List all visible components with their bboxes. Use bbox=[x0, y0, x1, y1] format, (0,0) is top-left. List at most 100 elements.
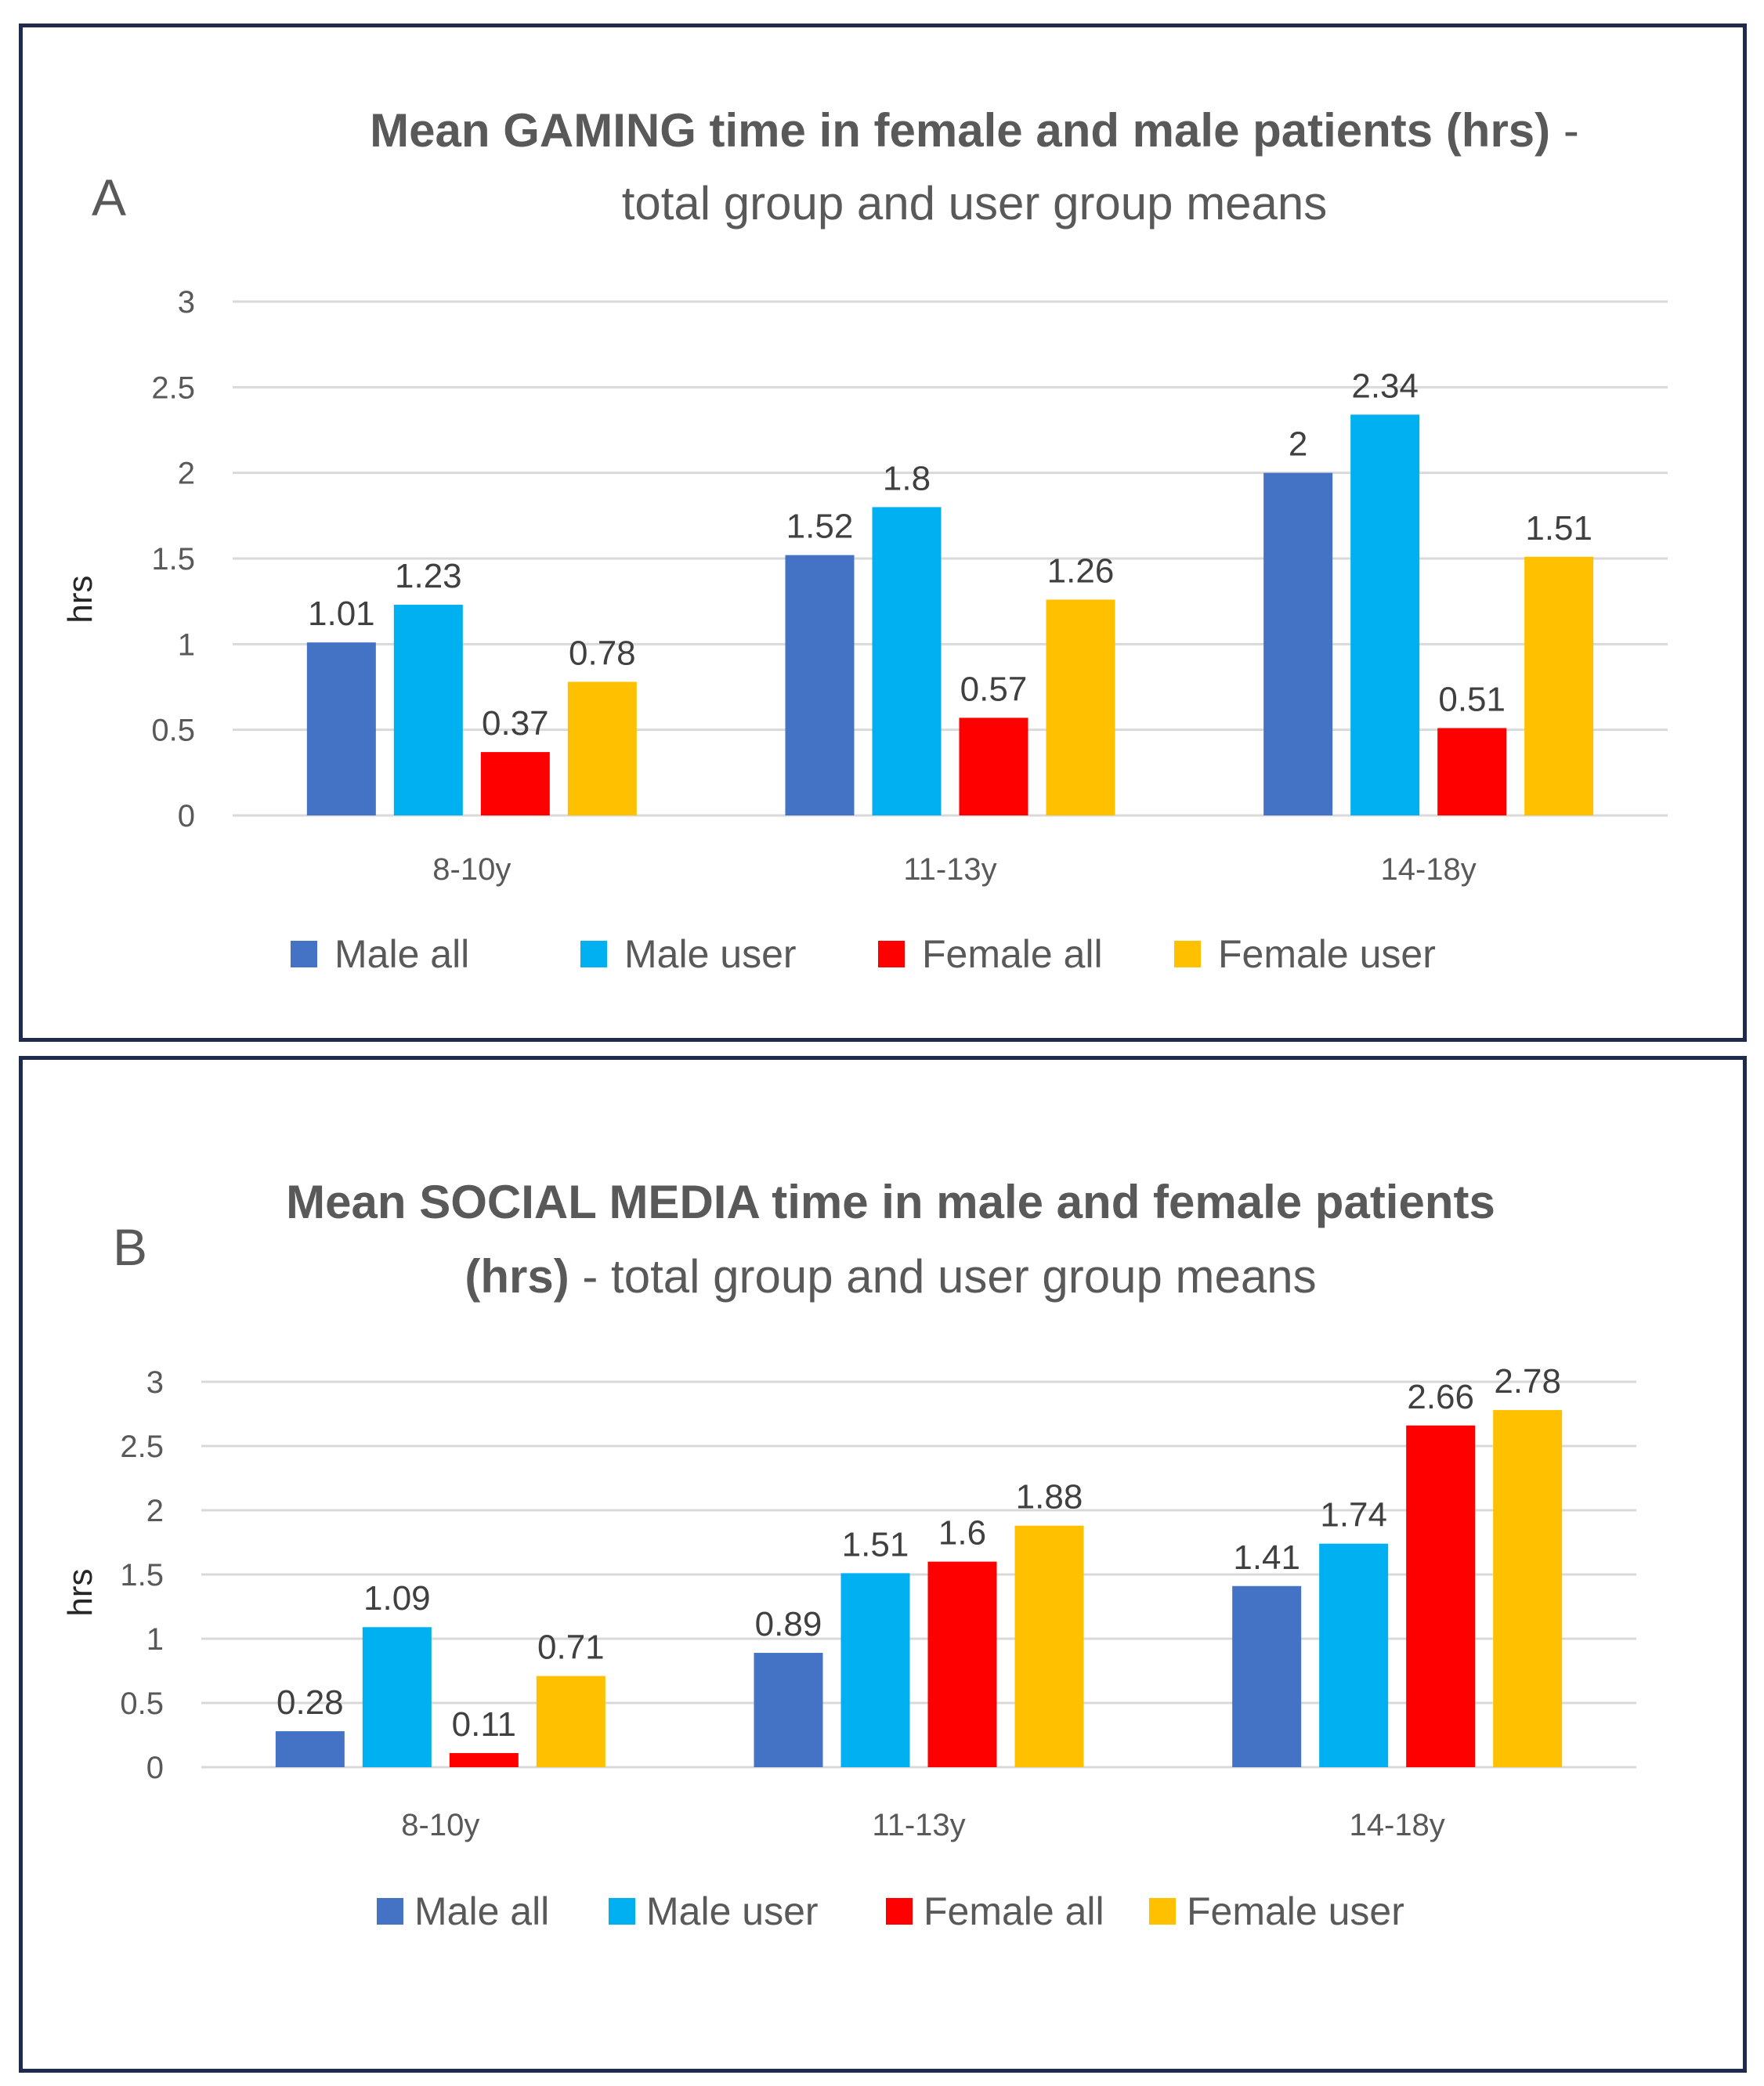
y-tick-label: 1 bbox=[178, 627, 195, 662]
y-tick-label: 3 bbox=[146, 1365, 164, 1400]
data-label: 2.66 bbox=[1407, 1378, 1474, 1416]
data-label: 0.51 bbox=[1438, 680, 1506, 718]
y-tick-label: 2 bbox=[146, 1494, 164, 1528]
y-axis-label: hrs bbox=[61, 1568, 99, 1616]
data-label: 1.8 bbox=[883, 459, 931, 497]
bar-male-user-8-10y bbox=[362, 1627, 432, 1767]
legend-swatch bbox=[1149, 1898, 1176, 1925]
bar-male-all-11-13y bbox=[754, 1653, 823, 1767]
chart-panel-a: A Mean GAMING time in female and male pa… bbox=[19, 23, 1747, 1042]
bar-male-all-14-18y bbox=[1232, 1585, 1302, 1767]
data-label: 0.28 bbox=[277, 1683, 344, 1722]
data-label: 1.51 bbox=[1525, 509, 1592, 548]
data-label: 2 bbox=[1289, 425, 1307, 464]
bar-male-all-14-18y bbox=[1263, 472, 1333, 815]
x-tick-label: 14-18y bbox=[1381, 852, 1477, 887]
chart-title-bold: (hrs) bbox=[464, 1250, 569, 1303]
legend-label: Female all bbox=[922, 932, 1103, 976]
bar-female-all-14-18y bbox=[1437, 728, 1507, 815]
data-label: 0.57 bbox=[960, 670, 1028, 708]
data-label: 1.01 bbox=[308, 595, 375, 633]
data-label: 0.71 bbox=[537, 1629, 605, 1667]
chart-title-line1: Mean GAMING time in female and male pati… bbox=[370, 104, 1579, 157]
legend-label: Male user bbox=[646, 1889, 819, 1933]
data-label: 1.41 bbox=[1233, 1538, 1300, 1577]
chart-a-svg: A Mean GAMING time in female and male pa… bbox=[61, 104, 1668, 976]
bar-male-user-14-18y bbox=[1319, 1543, 1389, 1767]
bar-female-user-14-18y bbox=[1493, 1410, 1563, 1767]
data-label: 2.34 bbox=[1351, 367, 1419, 405]
chart-title-line1: Mean SOCIAL MEDIA time in male and femal… bbox=[286, 1176, 1495, 1228]
data-label: 1.26 bbox=[1047, 551, 1115, 590]
chart-title-rest: - total group and user group means bbox=[569, 1250, 1317, 1303]
legend-swatch bbox=[609, 1898, 635, 1925]
y-tick-label: 1.5 bbox=[120, 1558, 164, 1593]
legend-label: Female user bbox=[1187, 1889, 1404, 1933]
y-tick-label: 0.5 bbox=[151, 714, 195, 748]
x-tick-label: 11-13y bbox=[903, 852, 996, 887]
x-tick-label: 8-10y bbox=[401, 1808, 479, 1842]
data-label: 0.37 bbox=[482, 704, 549, 743]
data-label: 1.74 bbox=[1320, 1496, 1387, 1535]
bar-female-user-11-13y bbox=[1046, 599, 1115, 815]
x-tick-label: 14-18y bbox=[1350, 1808, 1445, 1842]
bar-female-user-8-10y bbox=[536, 1676, 605, 1767]
data-label: 0.78 bbox=[569, 634, 636, 672]
legend-label: Female all bbox=[924, 1889, 1104, 1933]
data-label: 1.6 bbox=[938, 1514, 986, 1553]
data-label: 0.89 bbox=[755, 1605, 822, 1643]
bar-female-all-11-13y bbox=[927, 1561, 997, 1767]
legend-swatch bbox=[886, 1898, 913, 1925]
bar-male-user-8-10y bbox=[393, 605, 463, 815]
y-tick-label: 2 bbox=[178, 457, 195, 491]
legend-swatch bbox=[291, 941, 317, 967]
legend-swatch bbox=[377, 1898, 403, 1925]
data-label: 1.23 bbox=[395, 557, 462, 595]
legend-swatch bbox=[580, 941, 607, 967]
y-tick-label: 1 bbox=[146, 1622, 164, 1657]
chart-title-bold: Mean GAMING time in female and male pati… bbox=[370, 104, 1550, 157]
legend-swatch bbox=[1174, 941, 1201, 967]
bar-female-all-8-10y bbox=[449, 1752, 519, 1767]
panel-letter: A bbox=[92, 168, 126, 226]
bar-female-all-11-13y bbox=[959, 718, 1028, 815]
bar-female-user-8-10y bbox=[567, 681, 637, 815]
bar-female-all-14-18y bbox=[1406, 1425, 1476, 1767]
bar-male-user-11-13y bbox=[840, 1573, 910, 1767]
bar-male-user-14-18y bbox=[1350, 414, 1420, 815]
data-label: 1.09 bbox=[363, 1579, 431, 1618]
chart-title-tail: - bbox=[1550, 104, 1579, 157]
y-tick-label: 2.5 bbox=[120, 1430, 164, 1464]
data-label: 0.11 bbox=[452, 1705, 516, 1744]
y-tick-label: 3 bbox=[178, 285, 195, 320]
bar-female-user-11-13y bbox=[1014, 1525, 1084, 1767]
bar-female-all-8-10y bbox=[480, 752, 550, 815]
legend-label: Male user bbox=[624, 932, 797, 976]
legend-label: Female user bbox=[1218, 932, 1436, 976]
y-tick-label: 1.5 bbox=[151, 542, 195, 577]
legend-label: Male all bbox=[414, 1889, 549, 1933]
y-tick-label: 2.5 bbox=[151, 371, 195, 405]
data-label: 1.88 bbox=[1016, 1478, 1083, 1517]
bar-female-user-14-18y bbox=[1524, 556, 1594, 815]
y-tick-label: 0 bbox=[146, 1751, 164, 1785]
panel-letter: B bbox=[113, 1218, 147, 1276]
bar-male-all-11-13y bbox=[785, 555, 855, 815]
chart-b-svg: B Mean SOCIAL MEDIA time in male and fem… bbox=[61, 1176, 1636, 1933]
legend-label: Male all bbox=[334, 932, 469, 976]
y-tick-label: 0 bbox=[178, 799, 195, 833]
data-label: 1.52 bbox=[786, 508, 854, 546]
data-label: 2.78 bbox=[1494, 1362, 1561, 1401]
y-tick-label: 0.5 bbox=[120, 1687, 164, 1721]
bar-male-user-11-13y bbox=[872, 507, 942, 815]
y-axis-label: hrs bbox=[61, 575, 99, 623]
chart-title-line2: (hrs) - total group and user group means bbox=[464, 1250, 1316, 1303]
x-tick-label: 11-13y bbox=[872, 1808, 965, 1842]
chart-panel-b: B Mean SOCIAL MEDIA time in male and fem… bbox=[19, 1056, 1747, 2073]
bar-male-all-8-10y bbox=[275, 1731, 345, 1767]
data-label: 1.51 bbox=[842, 1525, 909, 1564]
legend-swatch bbox=[878, 941, 905, 967]
chart-title-line2: total group and user group means bbox=[622, 177, 1328, 230]
x-tick-label: 8-10y bbox=[432, 852, 511, 887]
bar-male-all-8-10y bbox=[306, 642, 376, 815]
